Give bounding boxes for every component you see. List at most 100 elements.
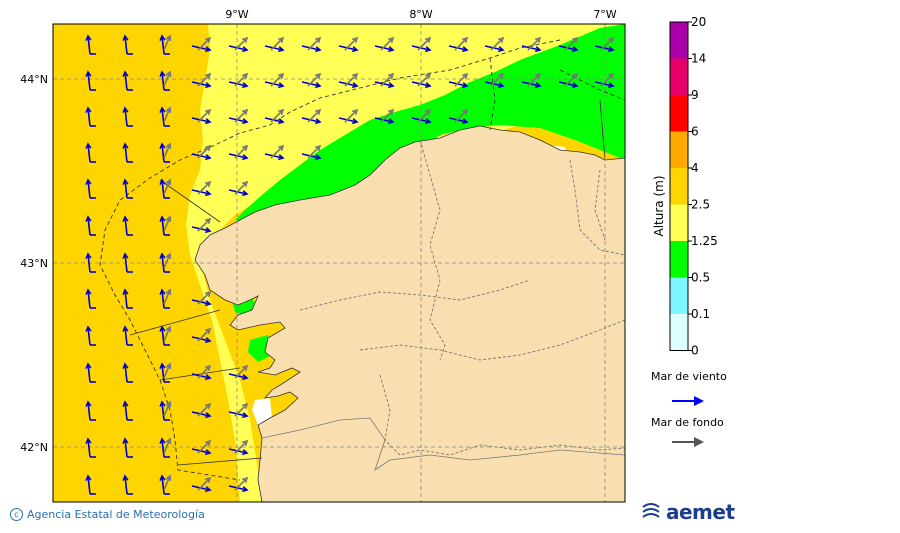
wind-sea-arrow-icon [672, 396, 704, 406]
land-galicia [194, 125, 625, 502]
wind-sea-arrow [122, 142, 129, 163]
colorbar-frame [669, 21, 689, 351]
colorbar-tick-label: 6 [691, 125, 699, 139]
colorbar-segment [670, 314, 688, 351]
swell-arrow [270, 144, 285, 159]
swell-label: Mar de fondo [651, 416, 724, 429]
swell-arrow [163, 142, 172, 159]
colorbar-tick-label: 14 [691, 52, 706, 66]
colorbar-tick-label: 1.25 [691, 234, 718, 248]
portugal-border [261, 417, 625, 471]
colorbar-tick-label: 4 [691, 161, 699, 175]
lat-label: 44°N [20, 73, 48, 86]
swell-arrow [417, 36, 432, 51]
swell-arrow [454, 72, 469, 87]
wind-sea-arrow [122, 252, 129, 273]
border-lines [299, 139, 625, 456]
wind-sea-arrow [85, 142, 92, 163]
wind-sea-arrow [159, 325, 166, 346]
colorbar-tick-label: 2.5 [691, 198, 710, 212]
wind-sea-arrow [122, 178, 129, 199]
wind-sea-arrow [85, 252, 92, 273]
lon-label: 7°W [593, 8, 616, 21]
sea-zone-medium [186, 24, 625, 502]
wind-sea-arrow [159, 474, 166, 495]
map-frame [52, 23, 626, 503]
swell-arrow [307, 108, 322, 123]
swell-arrow [600, 72, 615, 87]
colorbar-title: Altura (m) [652, 175, 666, 236]
wind-sea-arrow [85, 34, 92, 55]
copyright-icon: c [10, 508, 23, 521]
wind-sea-arrow [85, 400, 92, 421]
wind-sea-arrow [122, 400, 129, 421]
swell-arrow [197, 72, 212, 87]
lat-label: 42°N [20, 441, 48, 454]
lon-label: 9°W [225, 8, 248, 21]
colorbar-segment [670, 131, 688, 168]
swell-arrow [380, 108, 395, 123]
wind-sea-arrow [122, 288, 129, 309]
swell-arrow [490, 72, 505, 87]
swell-arrow [270, 72, 285, 87]
swell-arrow [307, 72, 322, 87]
credit: c Agencia Estatal de Meteorología [10, 508, 205, 521]
swell-arrow [344, 108, 359, 123]
swell-arrow [417, 72, 432, 87]
swell-arrow [527, 72, 542, 87]
colorbar-tick-label: 9 [691, 88, 699, 102]
swell-arrow [163, 288, 172, 305]
swell-arrow [197, 439, 212, 454]
swell-arrow [234, 180, 249, 195]
wind-sea-arrow [85, 70, 92, 91]
swell-arrow [197, 144, 212, 159]
wind-sea-arrow [122, 215, 129, 236]
swell-arrow [197, 327, 212, 342]
wave-arrows [85, 34, 615, 495]
zone-lines [129, 99, 606, 466]
aemet-logo-text: aemet [666, 500, 735, 524]
wind-sea-arrow [159, 106, 166, 127]
wind-sea-arrow [159, 400, 166, 421]
swell-arrow [417, 108, 432, 123]
height-colorbar: 20 14 9 6 4 2.5 1.25 0.5 0.1 0 [669, 15, 718, 358]
wind-sea-arrow [159, 70, 166, 91]
swell-arrow [454, 36, 469, 51]
lon-label: 8°W [409, 8, 432, 21]
swell-arrow [380, 36, 395, 51]
swell-arrow [234, 439, 249, 454]
wind-sea-arrow [159, 34, 166, 55]
wind-sea-arrow [159, 142, 166, 163]
lat-label: 43°N [20, 257, 48, 270]
swell-arrow [564, 72, 579, 87]
wind-sea-arrow [85, 437, 92, 458]
swell-arrow [163, 362, 172, 379]
swell-arrow [270, 108, 285, 123]
wind-sea-arrow [122, 437, 129, 458]
wind-sea-arrow [122, 70, 129, 91]
swell-arrow [344, 36, 359, 51]
wind-sea-arrow [159, 437, 166, 458]
wind-sea-arrow [159, 288, 166, 309]
wind-sea-arrow [85, 215, 92, 236]
aemet-logo: aemet [640, 500, 735, 524]
wind-sea-arrow [122, 474, 129, 495]
swell-arrow [197, 402, 212, 417]
swell-arrow [344, 72, 359, 87]
swell-arrow [163, 34, 172, 51]
swell-arrow [564, 36, 579, 51]
swell-arrow [163, 215, 172, 232]
swell-arrow [234, 402, 249, 417]
wind-sea-arrow [85, 474, 92, 495]
swell-arrow [197, 364, 212, 379]
swell-arrow [163, 70, 172, 87]
wind-sea-arrow [122, 106, 129, 127]
swell-arrow [163, 252, 172, 269]
credit-text: Agencia Estatal de Meteorología [27, 508, 205, 521]
swell-arrow [454, 108, 469, 123]
swell-arrow [307, 144, 322, 159]
swell-arrow [163, 437, 172, 454]
sea-zone-low-ria [248, 335, 272, 362]
colorbar-tick-label: 0 [691, 344, 699, 358]
